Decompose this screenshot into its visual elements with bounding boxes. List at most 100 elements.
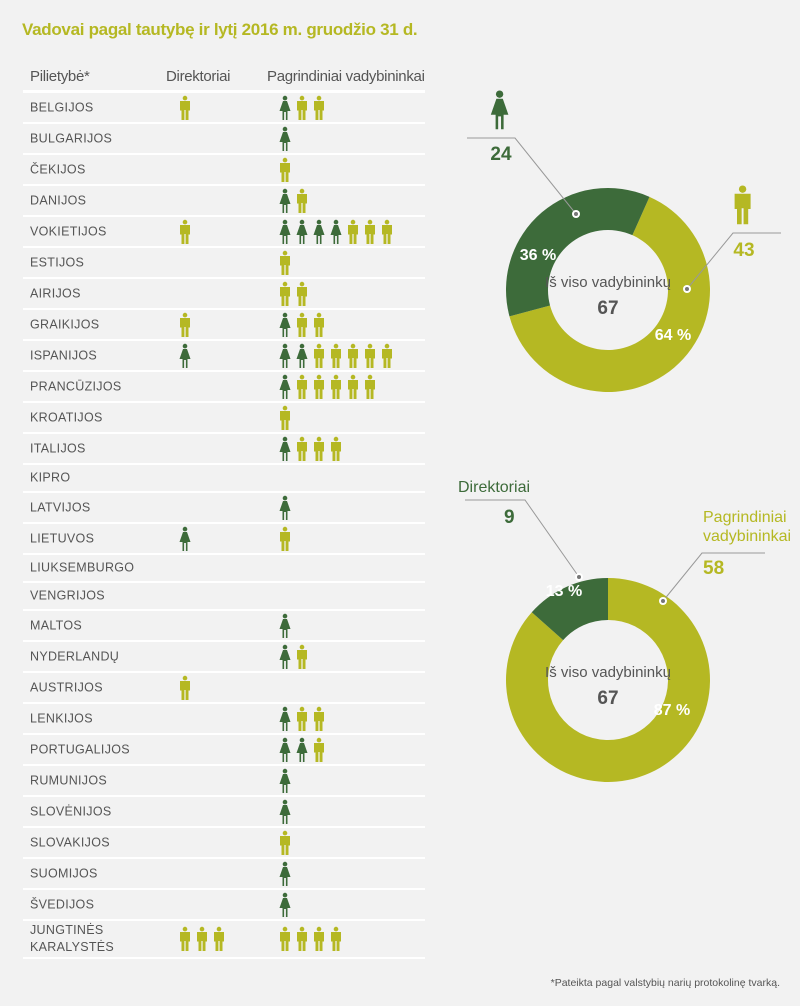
- managers-icons: [279, 892, 291, 917]
- male-icon: [297, 706, 307, 731]
- managers-label: Pagrindiniai vadybininkai: [703, 509, 791, 545]
- male-icon: [297, 95, 307, 120]
- female-icon: [179, 343, 191, 368]
- female-icon: [330, 219, 342, 244]
- table-row: GRAIKIJOS: [23, 310, 425, 341]
- managers-icons: [279, 737, 325, 762]
- country-name: NYDERLANDŲ: [30, 649, 120, 663]
- table-row: AIRIJOS: [23, 279, 425, 310]
- country-name: VOKIETIJOS: [30, 224, 107, 238]
- country-name: SUOMIJOS: [30, 866, 98, 880]
- managers-icons: [279, 644, 308, 669]
- male-icon: [331, 436, 341, 461]
- managers-icons: [279, 188, 308, 213]
- callout-line: [662, 552, 765, 602]
- male-icon: [280, 157, 290, 182]
- managers-icons: [279, 374, 376, 399]
- table-row: ČEKIJOS: [23, 155, 425, 186]
- male-icon: [297, 644, 307, 669]
- country-name: VENGRIJOS: [30, 588, 105, 603]
- callout-marker-dot: [685, 287, 689, 291]
- female-icon: [313, 219, 325, 244]
- female-icon: [279, 95, 291, 120]
- country-name: AUSTRIJOS: [30, 680, 103, 694]
- male-icon: [180, 95, 190, 120]
- male-icon: [180, 312, 190, 337]
- male-icon: [314, 737, 324, 762]
- managers-icons: [279, 768, 291, 793]
- callout-line: [686, 232, 781, 290]
- managers-icons: [279, 436, 342, 461]
- table-row: AUSTRIJOS: [23, 673, 425, 704]
- female-icon: [279, 799, 291, 824]
- female-icon: [279, 892, 291, 917]
- male-icon: [348, 219, 358, 244]
- directors-icons: [179, 926, 225, 952]
- donut-slice-1: [506, 578, 710, 782]
- managers-icons: [279, 613, 291, 638]
- donut-slice-0: [506, 188, 650, 317]
- country-name: DANIJOS: [30, 193, 87, 207]
- male-icon: [314, 926, 324, 951]
- managers-icons: [279, 495, 291, 520]
- managers-icons: [279, 95, 325, 120]
- managers-icons: [279, 799, 291, 824]
- male-icon: [280, 281, 290, 306]
- callout-line: [465, 499, 580, 578]
- female-icon: [296, 737, 308, 762]
- callout-line: [467, 137, 577, 215]
- table-row: VENGRIJOS: [23, 583, 425, 611]
- table-row: BELGIJOS: [23, 93, 425, 124]
- table-row: PRANCŪZIJOS: [23, 372, 425, 403]
- male-icon: [180, 926, 190, 951]
- male-icon: [734, 185, 751, 225]
- managers-icons: [279, 926, 342, 952]
- country-name: ISPANIJOS: [30, 348, 98, 362]
- table-row: LATVIJOS: [23, 493, 425, 524]
- managers-icons: [279, 405, 291, 430]
- male-icon: [314, 312, 324, 337]
- female-icon: [279, 126, 291, 151]
- male-icon: [214, 926, 224, 951]
- table-row: VOKIETIJOS: [23, 217, 425, 248]
- donut-center-label: Iš viso vadybininkų: [545, 664, 671, 681]
- country-name: BULGARIJOS: [30, 131, 113, 145]
- male-icon: [280, 526, 290, 551]
- male-icon: [365, 343, 375, 368]
- slice-percent-label: 13 %: [546, 583, 582, 600]
- header-directors: Direktoriai: [166, 68, 231, 85]
- female-icon: [279, 706, 291, 731]
- female-icon: [179, 526, 191, 551]
- male-icon: [314, 374, 324, 399]
- managers-count: 58: [703, 558, 724, 579]
- male-icon: [314, 436, 324, 461]
- male-icon: [365, 374, 375, 399]
- male-icon: [331, 374, 341, 399]
- header-managers: Pagrindiniai vadybininkai: [267, 68, 425, 85]
- country-name: LIUKSEMBURGO: [30, 560, 135, 575]
- female-icon: [279, 644, 291, 669]
- male-icon: [348, 374, 358, 399]
- male-icon: [297, 436, 307, 461]
- directors-icons: [179, 219, 191, 244]
- country-name: SLOVĖNIJOS: [30, 804, 112, 818]
- table-row: SLOVĖNIJOS: [23, 797, 425, 828]
- country-name: KIPRO: [30, 470, 71, 485]
- male-icon: [297, 374, 307, 399]
- directors-icons: [179, 312, 191, 337]
- managers-icons: [279, 219, 393, 244]
- country-name: ITALIJOS: [30, 441, 86, 455]
- managers-icons: [279, 526, 291, 551]
- table-row: LIUKSEMBURGO: [23, 555, 425, 583]
- male-icon: [280, 405, 290, 430]
- male-icon: [382, 219, 392, 244]
- donut-center-value: 67: [597, 298, 618, 319]
- managers-icons: [279, 281, 308, 306]
- male-icon: [180, 219, 190, 244]
- female-icon: [279, 436, 291, 461]
- donut-slice-1: [509, 196, 710, 392]
- directors-count: 9: [504, 507, 515, 528]
- female-icon: [279, 861, 291, 886]
- country-name: ESTIJOS: [30, 255, 85, 269]
- country-name: PORTUGALIJOS: [30, 742, 130, 756]
